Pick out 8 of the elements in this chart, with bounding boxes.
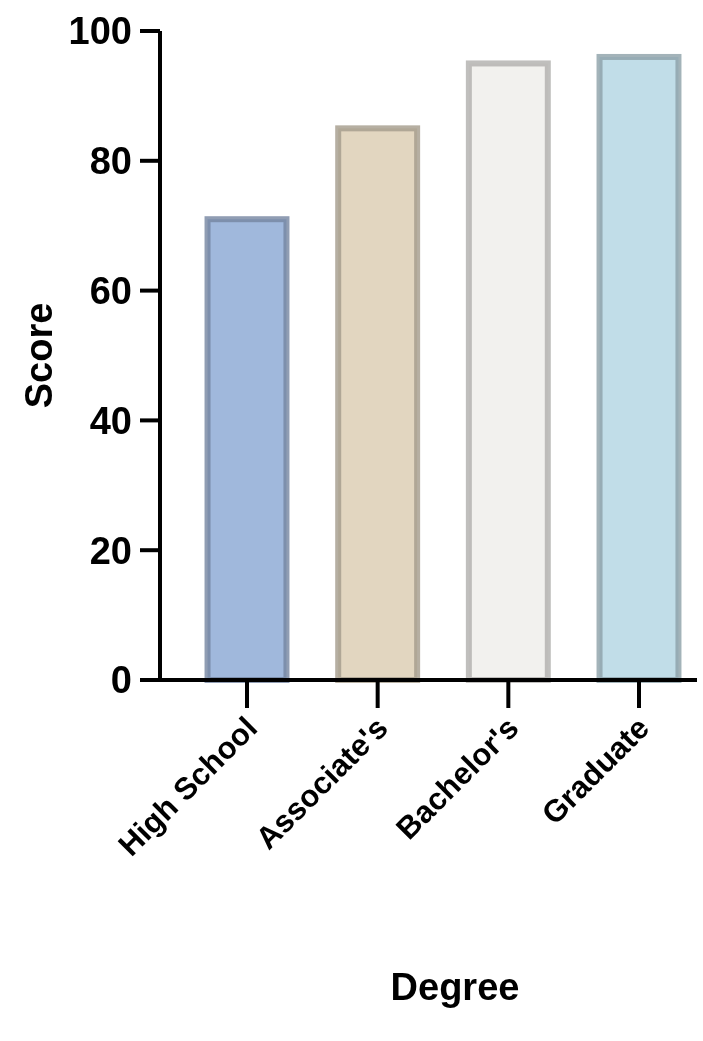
y-tick-label: 60	[89, 269, 132, 312]
y-tick-label: 0	[110, 659, 132, 702]
y-tick-label: 80	[89, 140, 132, 183]
y-tick-label: 40	[89, 399, 132, 442]
y-tick-label: 20	[89, 529, 132, 572]
x-axis-title: Degree	[390, 966, 520, 1008]
y-tick-label: 100	[68, 10, 132, 53]
y-axis-title: Score	[18, 302, 60, 409]
